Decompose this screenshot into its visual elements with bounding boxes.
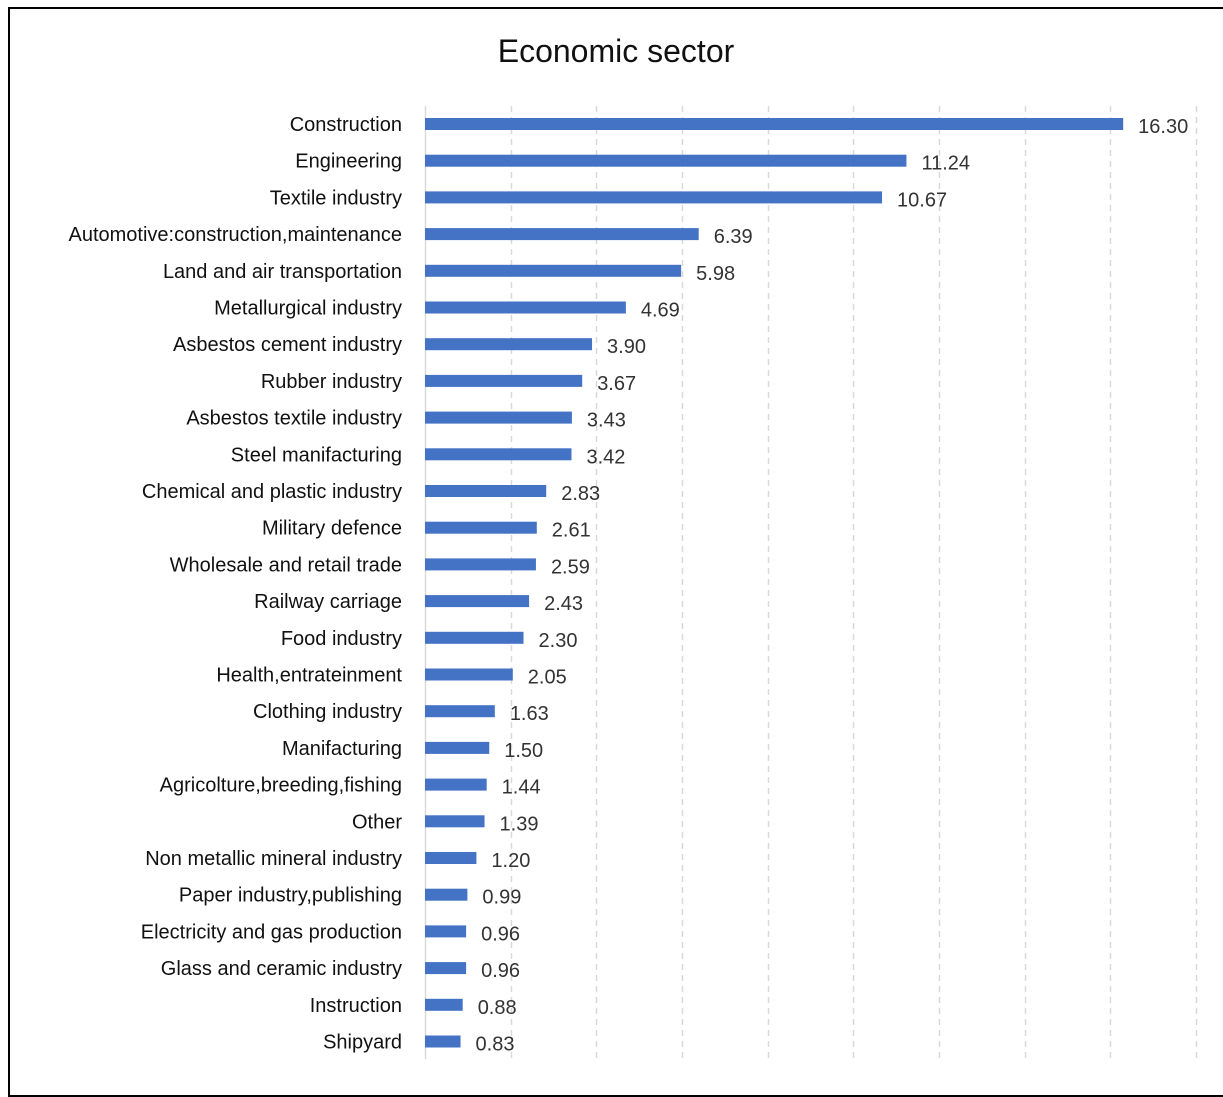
data-label: 6.39 [714, 226, 753, 248]
bar [425, 521, 537, 534]
category-label: Automotive:construction,maintenance [68, 224, 402, 246]
category-label: Metallurgical industry [214, 298, 402, 320]
data-label: 3.67 [597, 373, 636, 395]
category-label: Asbestos textile industry [186, 408, 402, 430]
data-label: 3.90 [607, 336, 646, 358]
category-label: Shipyard [323, 1032, 402, 1054]
bar [425, 338, 593, 351]
category-labels: Construction Engineering Textile industry A… [68, 114, 402, 1054]
data-label: 2.61 [552, 520, 591, 542]
category-label: Construction [290, 114, 402, 136]
data-label: 0.96 [481, 960, 520, 982]
bar [425, 631, 524, 644]
data-label: 2.83 [561, 483, 600, 505]
category-label: Electricity and gas production [141, 921, 402, 943]
bar [425, 888, 468, 901]
category-label: Glass and ceramic industry [161, 958, 402, 980]
data-label: 1.50 [504, 740, 543, 762]
bar [425, 852, 477, 864]
bar [425, 448, 572, 461]
value-labels: 16.30 11.24 10.67 6.39 5.98 4.69 3.90 3.67 3.43 3… [476, 116, 1189, 1056]
category-label: Rubber industry [261, 371, 402, 393]
bar [425, 668, 513, 681]
bar [425, 264, 682, 277]
data-label: 1.20 [491, 850, 530, 872]
bar [425, 301, 626, 314]
category-label: Clothing industry [253, 701, 402, 723]
data-label: 0.83 [476, 1034, 515, 1056]
category-label: Steel manifacturing [231, 444, 402, 466]
chart-frame [8, 7, 1223, 1097]
category-label: Health,entrateinment [216, 665, 402, 687]
bar [425, 815, 485, 828]
category-label: Railway carriage [254, 591, 402, 613]
category-label: Agricolture,breeding,fishing [160, 775, 402, 797]
bar [425, 741, 490, 754]
data-label: 10.67 [897, 189, 947, 211]
category-label: Food industry [281, 628, 402, 650]
bar [425, 998, 463, 1011]
data-label: 3.43 [587, 410, 626, 432]
bar [425, 191, 883, 204]
category-label: Other [352, 811, 402, 833]
category-label: Textile industry [270, 187, 402, 209]
category-label: Manifacturing [282, 738, 402, 760]
chart-title: Economic sector [498, 33, 735, 69]
category-label: Paper industry,publishing [179, 885, 402, 907]
bar [425, 778, 487, 791]
data-label: 3.42 [586, 446, 625, 468]
data-label: 2.43 [544, 593, 583, 615]
category-label: Instruction [310, 995, 402, 1017]
data-label: 2.59 [551, 556, 590, 578]
bar [425, 705, 495, 718]
bar [425, 154, 907, 167]
category-label: Wholesale and retail trade [170, 554, 402, 576]
category-label: Land and air transportation [163, 261, 402, 283]
data-label: 1.44 [502, 777, 541, 799]
gridlines [424, 106, 1198, 1059]
data-label: 1.39 [500, 813, 539, 835]
data-label: 11.24 [921, 153, 970, 175]
data-label: 1.63 [510, 703, 549, 725]
category-label: Military defence [262, 518, 402, 540]
bar [425, 374, 583, 387]
bar [425, 485, 547, 497]
data-label: 0.96 [481, 923, 520, 945]
data-label: 4.69 [641, 300, 680, 322]
bar [425, 118, 1124, 130]
category-label: Chemical and plastic industry [142, 481, 402, 503]
category-label: Engineering [295, 151, 402, 173]
data-label: 2.05 [528, 667, 567, 689]
data-label: 0.88 [478, 997, 517, 1019]
category-label: Asbestos cement industry [173, 334, 402, 356]
bar [425, 962, 467, 975]
bar [425, 411, 572, 424]
data-label: 5.98 [696, 263, 735, 285]
bars [425, 118, 1124, 1048]
bar [425, 595, 530, 608]
category-label: Non metallic mineral industry [145, 848, 402, 870]
data-label: 16.30 [1138, 116, 1188, 138]
bar [425, 925, 467, 938]
bar [425, 558, 536, 571]
bar [425, 228, 699, 241]
data-label: 0.99 [482, 887, 521, 909]
data-label: 2.30 [539, 630, 578, 652]
bar [425, 1035, 461, 1048]
